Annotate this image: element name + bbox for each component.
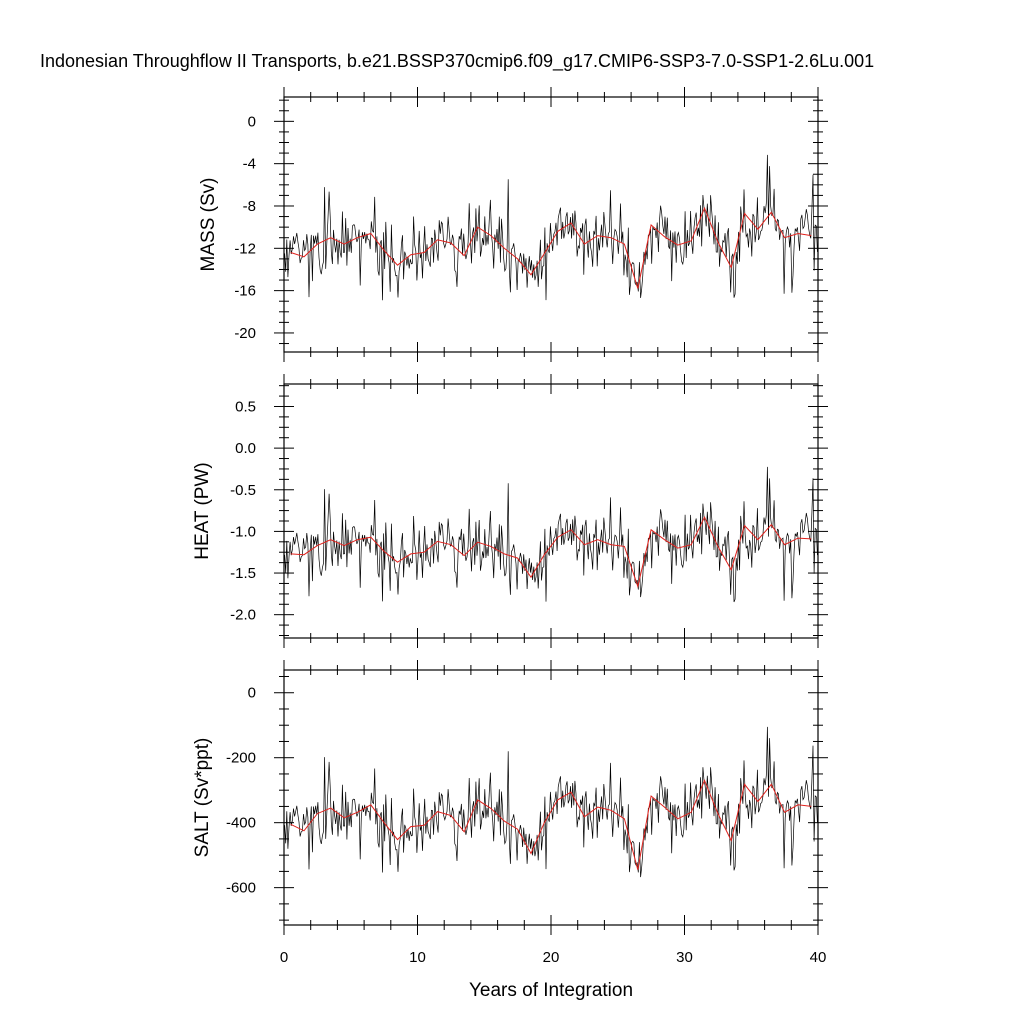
x-tick-label: 0	[280, 949, 288, 966]
y-tick-label: 0	[248, 685, 256, 702]
heat-annual-mean-line	[290, 516, 812, 589]
y-tick-label: -4	[243, 156, 256, 173]
salt-monthly-line	[284, 726, 818, 878]
y-tick-label: -1.0	[230, 523, 256, 540]
heat-plot-frame	[283, 383, 819, 639]
y-tick-label: 0.0	[235, 440, 256, 457]
x-axis-label: Years of Integration	[469, 980, 633, 1001]
mass-plot-frame	[283, 96, 819, 353]
y-tick-label: -600	[226, 880, 256, 897]
mass-annual-mean-line	[290, 206, 812, 289]
y-tick-label: -20	[234, 325, 256, 342]
y-tick-label: -12	[234, 240, 256, 257]
salt-panel: 0 -200 -400 -600 0 10 20 30 40 SALT (Sv*ppt) Yea…	[192, 660, 828, 1001]
x-tick-label: 30	[676, 949, 693, 966]
y-tick-label: -16	[234, 283, 256, 300]
x-tick-label: 40	[810, 949, 827, 966]
heat-y-axis-label: HEAT (PW)	[192, 462, 213, 559]
x-tick-label: 20	[543, 949, 560, 966]
heat-panel: 0.5 0.0 -0.5 -1.0 -1.5 -2.0 HEAT (PW)	[192, 374, 828, 648]
salt-y-axis-label: SALT (Sv*ppt)	[192, 738, 213, 858]
y-tick-label: -8	[243, 198, 256, 215]
salt-ticks: 0 -200 -400 -600 0 10 20 30 40	[226, 660, 828, 966]
heat-ticks: 0.5 0.0 -0.5 -1.0 -1.5 -2.0	[230, 374, 828, 648]
mass-y-axis-label: MASS (Sv)	[198, 178, 219, 272]
salt-annual-mean-line	[290, 779, 812, 870]
x-tick-label: 10	[409, 949, 426, 966]
heat-monthly-line	[284, 466, 818, 603]
y-tick-label: -200	[226, 750, 256, 767]
y-tick-label: -0.5	[230, 482, 256, 499]
y-tick-label: 0.5	[235, 398, 256, 415]
y-tick-label: 0	[248, 113, 256, 130]
y-tick-label: -2.0	[230, 607, 256, 624]
mass-ticks: 0 -4 -8 -12 -16 -20	[234, 87, 828, 362]
chart-title: Indonesian Throughflow II Transports, b.…	[40, 51, 874, 72]
mass-panel: 0 -4 -8 -12 -16 -20 MASS (Sv)	[198, 87, 828, 362]
y-tick-label: -1.5	[230, 565, 256, 582]
mass-monthly-line	[284, 154, 818, 301]
y-tick-label: -400	[226, 815, 256, 832]
